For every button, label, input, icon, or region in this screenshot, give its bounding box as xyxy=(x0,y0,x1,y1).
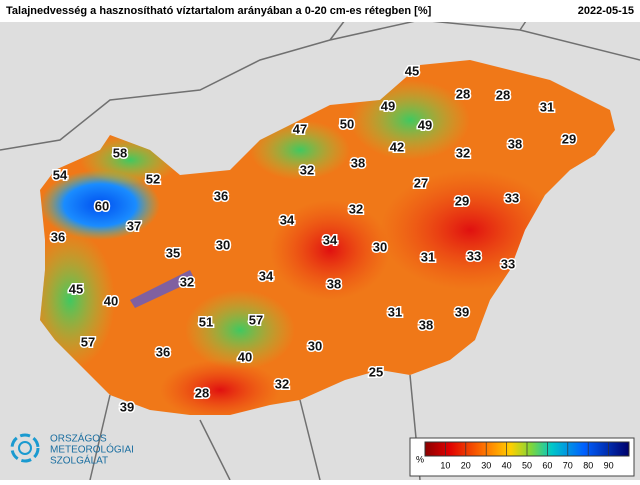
station-value: 27 xyxy=(414,175,428,190)
station-value: 28 xyxy=(496,87,510,102)
station-value: 39 xyxy=(120,399,134,414)
station-value: 31 xyxy=(421,249,435,264)
station-value: 34 xyxy=(259,268,274,283)
legend-tick-label: 50 xyxy=(522,460,532,470)
title: Talajnedvesség a hasznosítható víztartal… xyxy=(6,5,432,17)
logo-line: ORSZÁGOS xyxy=(50,432,107,445)
station-value: 60 xyxy=(95,198,109,213)
station-value: 32 xyxy=(456,145,470,160)
legend-tick-label: 10 xyxy=(440,460,450,470)
legend-tick-label: 40 xyxy=(502,460,512,470)
station-value: 33 xyxy=(505,190,519,205)
logo-line: METEOROLÓGIAI xyxy=(50,443,134,456)
station-value: 25 xyxy=(369,364,383,379)
station-value: 37 xyxy=(127,218,141,233)
station-value: 47 xyxy=(293,121,307,136)
station-value: 36 xyxy=(214,188,228,203)
logo-line: SZOLGÁLAT xyxy=(50,454,108,467)
station-value: 57 xyxy=(81,334,95,349)
station-value: 57 xyxy=(249,312,263,327)
station-value: 34 xyxy=(323,232,338,247)
legend-tick-label: 60 xyxy=(542,460,552,470)
station-value: 39 xyxy=(455,304,469,319)
station-value: 32 xyxy=(349,201,363,216)
station-value: 38 xyxy=(327,276,341,291)
legend-tick-label: 30 xyxy=(481,460,491,470)
station-value: 58 xyxy=(113,145,127,160)
station-value: 36 xyxy=(156,344,170,359)
legend-tick-label: 70 xyxy=(563,460,573,470)
station-value: 50 xyxy=(340,116,354,131)
legend-tick-label: 80 xyxy=(583,460,593,470)
station-value: 30 xyxy=(216,237,230,252)
legend-unit: % xyxy=(416,454,424,464)
station-value: 29 xyxy=(562,131,576,146)
station-value: 33 xyxy=(501,256,515,271)
station-value: 54 xyxy=(53,167,68,182)
station-value: 30 xyxy=(308,338,322,353)
station-value: 32 xyxy=(300,162,314,177)
station-value: 32 xyxy=(275,376,289,391)
station-value: 31 xyxy=(540,99,554,114)
station-labels: 45 28 28 31 29 49 49 47 50 42 32 38 38 58 54 52 27 32 36 29… xyxy=(49,62,577,416)
station-value: 30 xyxy=(373,239,387,254)
station-value: 49 xyxy=(418,117,432,132)
station-value: 45 xyxy=(405,63,419,78)
station-value: 31 xyxy=(388,304,402,319)
date: 2022-05-15 xyxy=(578,5,634,17)
station-value: 35 xyxy=(166,245,180,260)
logo: ORSZÁGOS METEOROLÓGIAI SZOLGÁLAT xyxy=(10,432,134,467)
station-value: 33 xyxy=(467,248,481,263)
legend: % 10 20 30 40 50 60 70 80 90 xyxy=(409,437,635,477)
station-value: 34 xyxy=(280,212,295,227)
station-value: 49 xyxy=(381,98,395,113)
station-value: 52 xyxy=(146,171,160,186)
station-value: 29 xyxy=(455,193,469,208)
title-bar xyxy=(0,0,640,22)
station-value: 51 xyxy=(199,314,213,329)
station-value: 38 xyxy=(351,155,365,170)
station-value: 32 xyxy=(180,274,194,289)
station-value: 42 xyxy=(390,139,404,154)
station-value: 40 xyxy=(104,293,118,308)
legend-tick-label: 20 xyxy=(461,460,471,470)
station-value: 36 xyxy=(51,229,65,244)
station-value: 45 xyxy=(69,281,83,296)
station-value: 40 xyxy=(238,349,252,364)
station-value: 28 xyxy=(456,86,470,101)
station-value: 38 xyxy=(419,317,433,332)
legend-tick-label: 90 xyxy=(604,460,614,470)
station-value: 28 xyxy=(195,385,209,400)
station-value: 38 xyxy=(508,136,522,151)
